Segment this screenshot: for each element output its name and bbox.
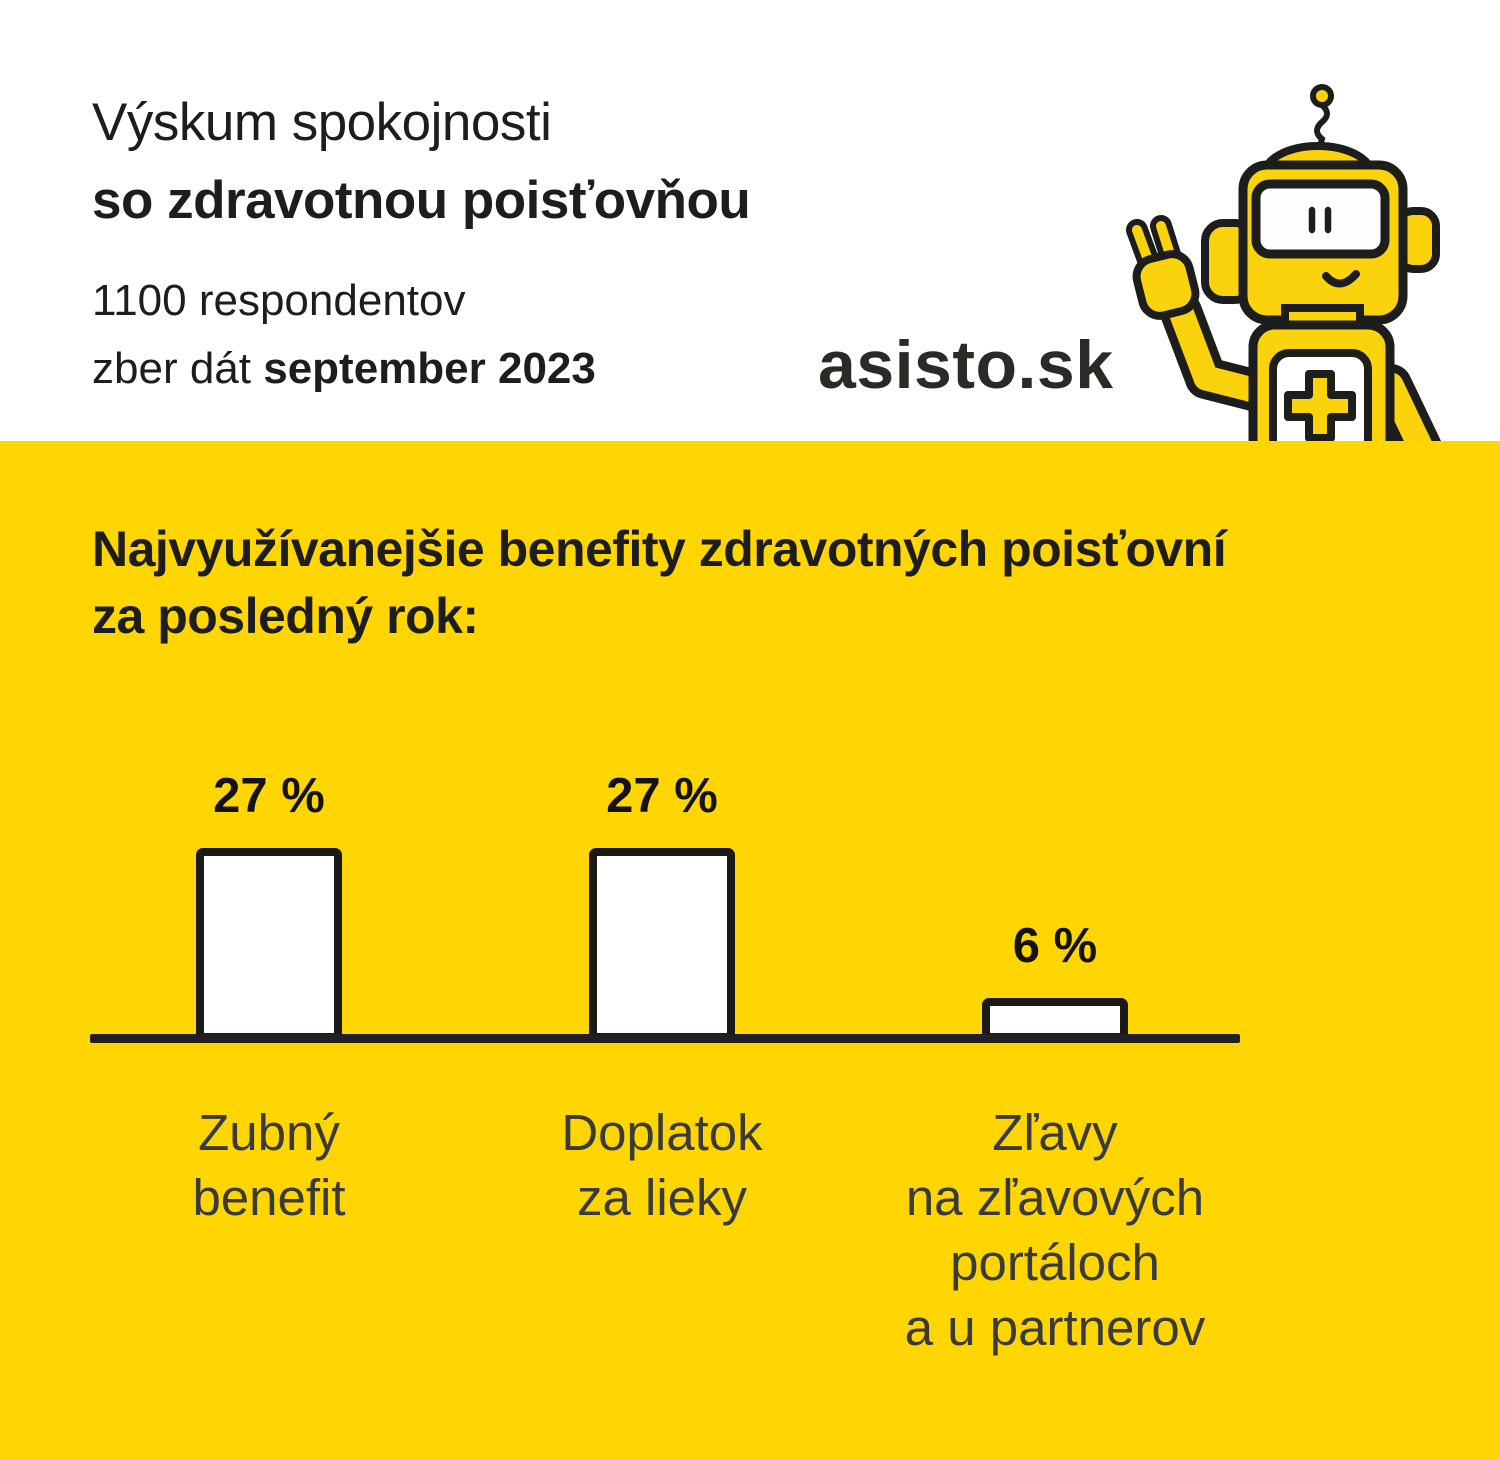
title-line-2: so zdravotnou poisťovňou bbox=[92, 171, 751, 230]
robot-mascot-icon bbox=[1126, 84, 1442, 441]
chart-heading-line-2: za posledný rok: bbox=[92, 588, 479, 644]
title-line-1: Výskum spokojnosti bbox=[92, 93, 552, 152]
page-title: Výskum spokojnosti so zdravotnou poisťov… bbox=[92, 84, 751, 240]
collection-prefix: zber dát bbox=[92, 344, 264, 393]
chart-heading-line-1: Najvyužívanejšie benefity zdravotných po… bbox=[92, 521, 1227, 577]
brand-logo-text: asisto.sk bbox=[818, 327, 1114, 403]
chart-heading: Najvyužívanejšie benefity zdravotných po… bbox=[92, 516, 1227, 650]
data-collection-note: zber dát september 2023 bbox=[92, 344, 596, 394]
collection-period: september 2023 bbox=[263, 344, 596, 393]
respondents-count: 1100 respondentov bbox=[92, 276, 466, 325]
